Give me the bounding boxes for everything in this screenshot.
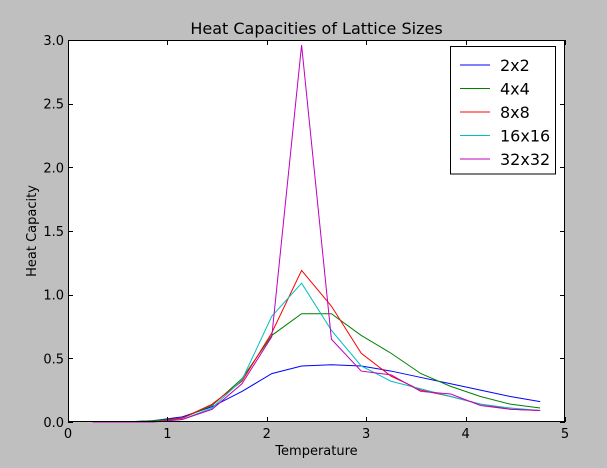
legend-label-4x4: 4x4	[500, 80, 530, 99]
x-tick-label: 2	[263, 427, 271, 442]
x-tick-label: 3	[362, 427, 370, 442]
legend-label-32x32: 32x32	[500, 150, 550, 169]
y-tick-label: 0.0	[43, 416, 64, 431]
x-tick-label: 4	[461, 427, 469, 442]
axis-ticks: 0 1 2 3 4 5 0.0 0.5 1.0 1.5 2.0 2.5 3.0	[43, 34, 569, 442]
legend-label-2x2: 2x2	[500, 56, 530, 75]
x-tick-label: 1	[163, 427, 171, 442]
legend-label-16x16: 16x16	[500, 127, 550, 146]
y-tick-label: 1.0	[43, 289, 64, 304]
y-tick-label: 2.5	[43, 98, 64, 113]
legend-items: 2x2 4x4 8x8 16x16 32x32	[460, 56, 550, 169]
y-tick-label: 2.0	[43, 161, 64, 176]
x-tick-label: 0	[64, 427, 72, 442]
y-axis-label: Heat Capacity	[25, 185, 40, 277]
y-tick-label: 3.0	[43, 34, 64, 49]
chart-title: Heat Capacities of Lattice Sizes	[190, 19, 442, 38]
y-tick-label: 1.5	[43, 225, 64, 240]
x-axis-label: Temperature	[274, 444, 357, 459]
x-tick-label: 5	[561, 427, 569, 442]
legend-label-8x8: 8x8	[500, 103, 530, 122]
plot-frame	[68, 40, 565, 422]
legend-box	[450, 46, 556, 175]
legend: 2x2 4x4 8x8 16x16 32x32	[450, 46, 556, 175]
y-tick-label: 0.5	[43, 352, 64, 367]
